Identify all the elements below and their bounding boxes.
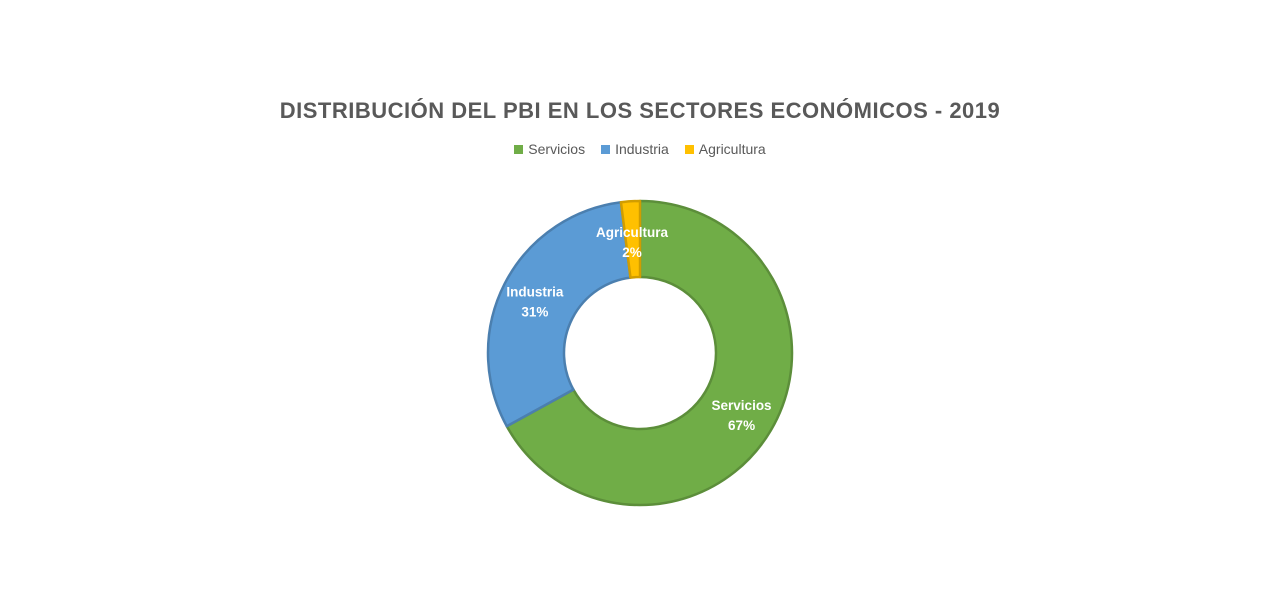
legend-label-servicios: Servicios: [528, 141, 586, 157]
chart-legend: Servicios Industria Agricultura: [0, 141, 1280, 157]
donut-slice-agricultura: [619, 199, 642, 279]
legend-label-agricultura: Agricultura: [698, 141, 766, 157]
legend-item-servicios: Servicios: [514, 141, 585, 157]
legend-swatch-agricultura: [684, 144, 694, 154]
data-label-value-agricultura: 2%: [622, 245, 642, 260]
legend-item-agricultura: Agricultura: [684, 141, 766, 157]
data-label-value-servicios: 67%: [728, 418, 755, 433]
legend-swatch-industria: [601, 144, 611, 154]
data-label-value-industria: 31%: [521, 304, 548, 319]
donut-slice-industria: [486, 200, 632, 428]
legend-swatch-servicios: [514, 144, 524, 154]
data-label-name-servicios: Servicios: [712, 398, 772, 413]
legend-item-industria: Industria: [601, 141, 669, 157]
data-label-name-industria: Industria: [506, 284, 563, 299]
donut-slice-servicios: [505, 199, 794, 507]
data-label-name-agricultura: Agricultura: [596, 225, 669, 240]
legend-label-industria: Industria: [615, 141, 669, 157]
chart-title: DISTRIBUCIÓN DEL PBI EN LOS SECTORES ECO…: [279, 98, 1001, 123]
